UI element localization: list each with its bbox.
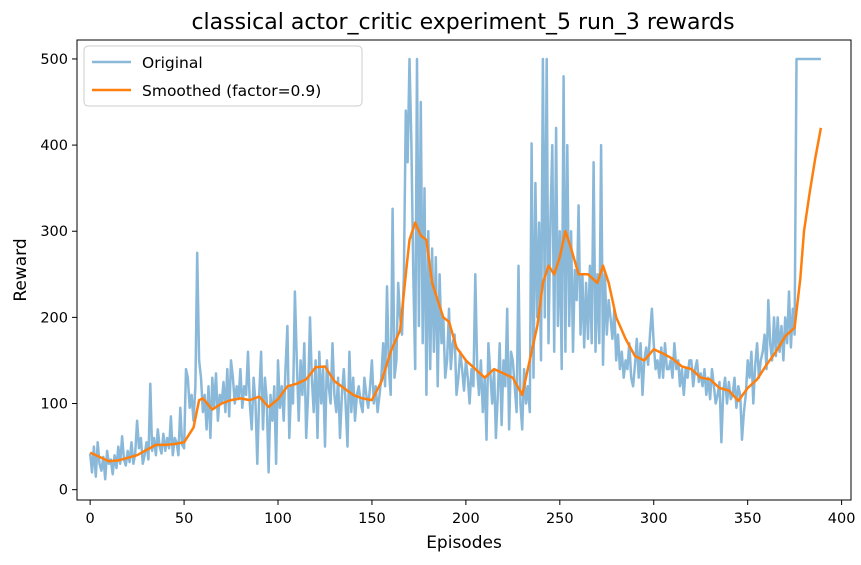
x-axis: 0 50 100 150 200 250 300 350 400 [86, 500, 856, 527]
series-line-smoothed [89, 127, 823, 463]
x-tick-label: 100 [264, 511, 292, 527]
x-tick-label: 200 [452, 511, 480, 527]
legend-label-smoothed: Smoothed (factor=0.9) [142, 82, 321, 100]
y-axis: 0 100 200 300 400 500 [40, 52, 77, 499]
x-tick-label: 250 [546, 511, 574, 527]
legend-label-original: Original [142, 54, 203, 72]
y-tick-label: 200 [40, 310, 68, 326]
x-tick-label: 150 [358, 511, 386, 527]
y-tick-label: 300 [40, 224, 68, 240]
series-layer [88, 57, 823, 481]
legend: Original Smoothed (factor=0.9) [83, 45, 363, 107]
series-line-original [88, 57, 821, 481]
x-tick-label: 400 [828, 511, 856, 527]
axes-frame [76, 39, 852, 501]
x-axis-label: Episodes [426, 533, 502, 553]
y-tick-label: 500 [40, 52, 68, 68]
x-tick-label: 350 [734, 511, 762, 527]
chart-title: classical actor_critic experiment_5 run_… [191, 10, 734, 35]
x-tick-label: 300 [640, 511, 668, 527]
plot-area [76, 39, 852, 501]
x-tick-label: 50 [175, 511, 193, 527]
plot-background [77, 40, 851, 500]
x-tick-label: 0 [86, 511, 95, 527]
y-axis-label: Reward [11, 238, 31, 301]
y-tick-label: 400 [40, 138, 68, 154]
legend-box [83, 45, 363, 107]
y-tick-label: 100 [40, 397, 68, 413]
y-tick-label: 0 [59, 483, 68, 499]
